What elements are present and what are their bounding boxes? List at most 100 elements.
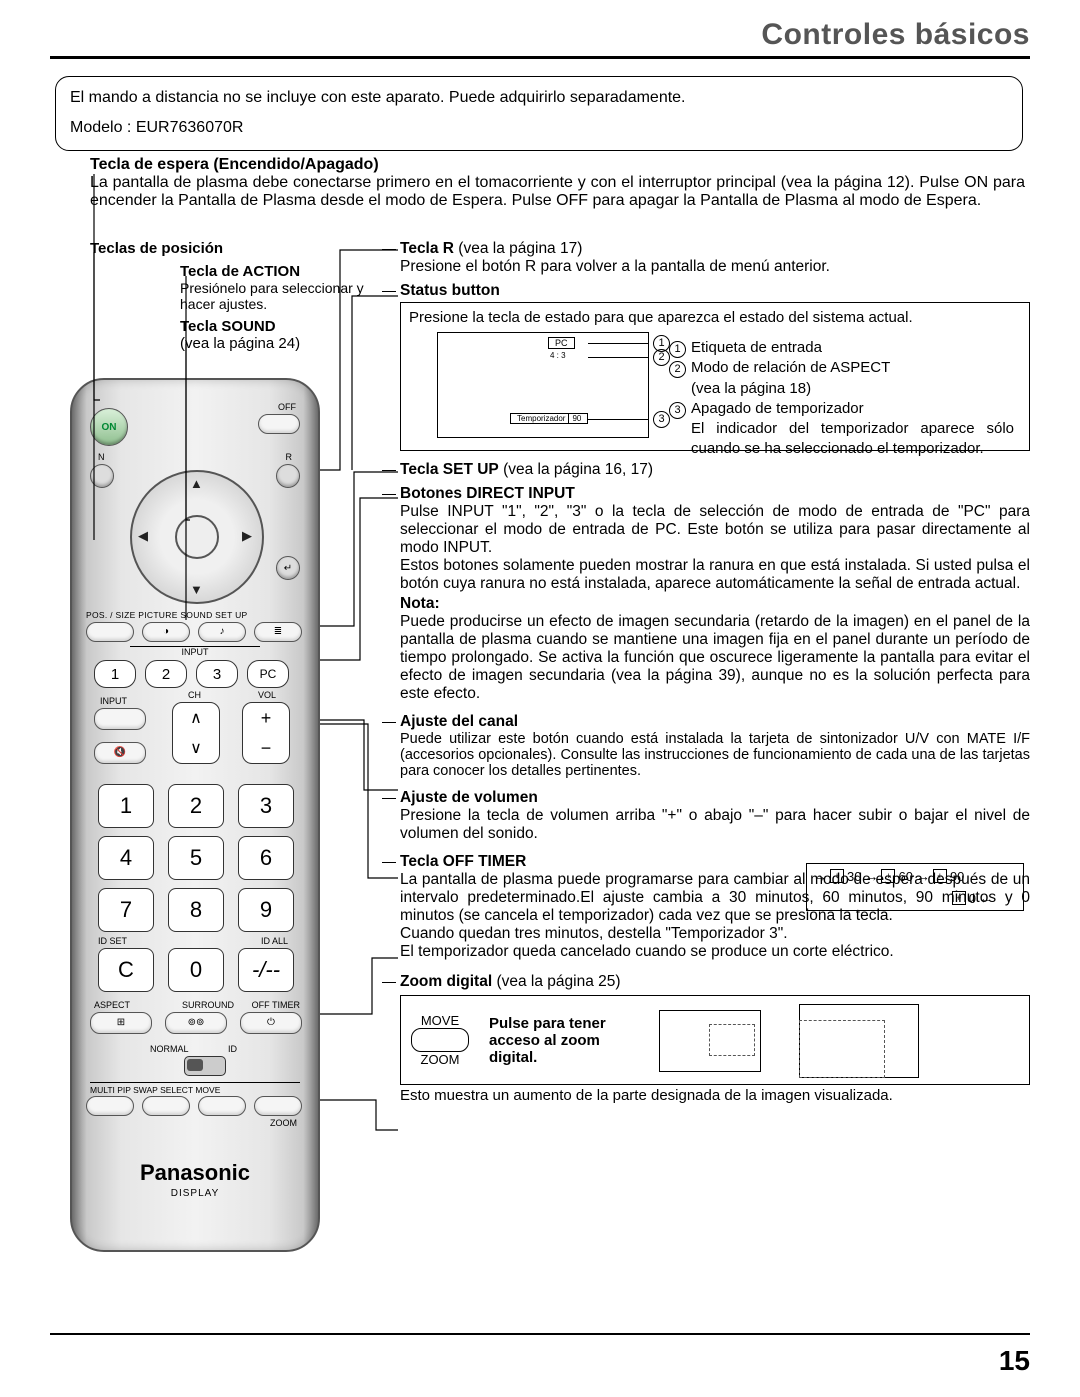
setup-section: Tecla SET UP (vea la página 16, 17)	[400, 461, 1030, 479]
direct-p2: Estos botones solamente pueden mostrar l…	[400, 557, 1030, 593]
channel-rocker[interactable]: ∧∨	[172, 702, 220, 764]
remote-body: ON OFF N R ▲ ▼ ◀ ▶ ↵ POS. / SIZE PICTURE…	[70, 378, 320, 1252]
key-7[interactable]: 7	[98, 888, 154, 932]
volumen-head: Ajuste de volumen	[400, 789, 1030, 807]
move-button[interactable]	[254, 1096, 302, 1116]
key-6[interactable]: 6	[238, 836, 294, 880]
switch-knob	[187, 1059, 203, 1071]
arrow-up-icon: ▲	[190, 476, 203, 491]
setup-head: Tecla SET UP	[400, 461, 499, 478]
n-label: N	[98, 452, 105, 462]
sound-body: (vea la página 24)	[180, 335, 390, 352]
off-button[interactable]	[258, 414, 300, 434]
picture-button[interactable]: ◑	[142, 622, 190, 642]
key-dash[interactable]: -/--	[238, 948, 294, 992]
nota-body: Puede producirse un efecto de imagen sec…	[400, 613, 1030, 703]
status-list: 1Etiqueta de entrada 2Modo de relación d…	[669, 338, 1014, 460]
mute-button[interactable]: 🔇	[94, 742, 146, 764]
pos-size-button[interactable]	[86, 622, 134, 642]
idset-label: ID SET	[98, 936, 127, 946]
offtimer-p3: El temporizador queda cancelado cuando s…	[400, 943, 1030, 961]
nav-center-button[interactable]	[175, 515, 219, 559]
sound-button[interactable]: ♪	[198, 622, 246, 642]
direct-input-2[interactable]: 2	[145, 660, 187, 688]
key-c[interactable]: C	[98, 948, 154, 992]
on-button[interactable]: ON	[90, 408, 128, 446]
sound-head: Tecla SOUND	[180, 318, 390, 335]
offtimer-button[interactable]: ⏻	[240, 1012, 302, 1034]
n-button[interactable]	[90, 464, 114, 488]
status-ratio-label: 4 : 3	[550, 351, 566, 360]
direct-input-3[interactable]: 3	[196, 660, 238, 688]
tecla-r-body: Presione el botón R para volver a la pan…	[400, 258, 1030, 276]
pos-head: Teclas de posición	[90, 240, 223, 257]
key-5[interactable]: 5	[168, 836, 224, 880]
direct-section: Botones DIRECT INPUT Pulse INPUT "1", "2…	[400, 485, 1030, 703]
arrow-down-icon: ▼	[190, 582, 203, 597]
intro-model: Modelo : EUR7636070R	[70, 117, 1008, 139]
key-1[interactable]: 1	[98, 784, 154, 828]
status-timer-val: 90	[569, 414, 584, 423]
direct-p1: Pulse INPUT "1", "2", "3" o la tecla de …	[400, 503, 1030, 557]
action-head: Tecla de ACTION	[180, 263, 390, 280]
input-button[interactable]	[94, 708, 146, 730]
zoom-small-label: ZOOM	[270, 1118, 297, 1128]
brand-label: Panasonic	[72, 1160, 318, 1186]
vol-up-icon: +	[261, 708, 272, 729]
status-item-2a: Modo de relación de ASPECT	[691, 358, 890, 378]
rule-top	[50, 56, 1030, 59]
ch-label: CH	[188, 690, 201, 700]
sound-key: Tecla SOUND (vea la página 24)	[180, 318, 390, 352]
surround-button[interactable]: ⊚⊚	[165, 1012, 227, 1034]
direct-input-pc[interactable]: PC	[247, 660, 289, 688]
remote-illustration: ON OFF N R ▲ ▼ ◀ ▶ ↵ POS. / SIZE PICTURE…	[70, 378, 316, 1248]
input-label: INPUT	[100, 696, 127, 706]
r-button[interactable]	[276, 464, 300, 488]
setup-button[interactable]: ≣	[254, 622, 302, 642]
select-button[interactable]	[198, 1096, 246, 1116]
key-2[interactable]: 2	[168, 784, 224, 828]
swap-button[interactable]	[142, 1096, 190, 1116]
offtimer-section: Tecla OFF TIMER La pantalla de plasma pu…	[400, 853, 1030, 961]
tecla-r-note: (vea la página 17)	[454, 240, 582, 257]
action-body: Presiónelo para seleccionar y hacer ajus…	[180, 280, 390, 312]
offtimer-diagram: →+30→+60→+90 +0→	[806, 863, 1024, 911]
ot-90: 90	[950, 869, 964, 884]
status-pc-label: PC	[548, 337, 575, 349]
aspect-button[interactable]: ⊞	[90, 1012, 152, 1034]
key-8[interactable]: 8	[168, 888, 224, 932]
status-item-2b: (vea la página 18)	[669, 379, 1014, 399]
key-3[interactable]: 3	[238, 784, 294, 828]
zoom-move-label: MOVE	[411, 1013, 469, 1028]
zoom-illustration	[659, 1004, 919, 1076]
multipip-button[interactable]	[86, 1096, 134, 1116]
tecla-r-head: Tecla R	[400, 240, 454, 257]
volumen-body: Presione la tecla de volumen arriba "+" …	[400, 807, 1030, 843]
zoom-move-button[interactable]	[411, 1028, 469, 1052]
normal-id-switch[interactable]	[184, 1056, 226, 1076]
zoom-text: Pulse para tener acceso al zoom digital.	[489, 1015, 639, 1066]
rule-bottom	[50, 1333, 1030, 1335]
volume-rocker[interactable]: +−	[242, 702, 290, 764]
direct-head: Botones DIRECT INPUT	[400, 485, 1030, 503]
status-section: Status button Presione la tecla de estad…	[400, 282, 1030, 451]
setup-note: (vea la página 16, 17)	[499, 461, 653, 478]
page: Controles básicos El mando a distancia n…	[0, 0, 1080, 1397]
ot-60: 60	[898, 869, 912, 884]
status-item-3a: Apagado de temporizador	[691, 399, 864, 419]
ch-up-icon: ∧	[190, 708, 202, 728]
zoom-move-group: MOVE ZOOM	[411, 1013, 469, 1067]
r-label: R	[286, 452, 293, 462]
key-4[interactable]: 4	[98, 836, 154, 880]
standby-section: Tecla de espera (Encendido/Apagado) La p…	[90, 156, 1025, 210]
status-timer-label: Temporizador 90	[510, 413, 588, 424]
direct-input-1[interactable]: 1	[94, 660, 136, 688]
normal-label: NORMAL	[150, 1044, 189, 1054]
key-0[interactable]: 0	[168, 948, 224, 992]
ot-0: 0	[969, 891, 976, 906]
recall-button[interactable]: ↵	[276, 556, 300, 580]
status-diagram: PC 4 : 3 Temporizador 90 1 2 3	[437, 332, 649, 438]
zoom-head: Zoom digital	[400, 973, 492, 990]
right-column: Tecla R (vea la página 17) Presione el b…	[400, 240, 1030, 1110]
key-9[interactable]: 9	[238, 888, 294, 932]
